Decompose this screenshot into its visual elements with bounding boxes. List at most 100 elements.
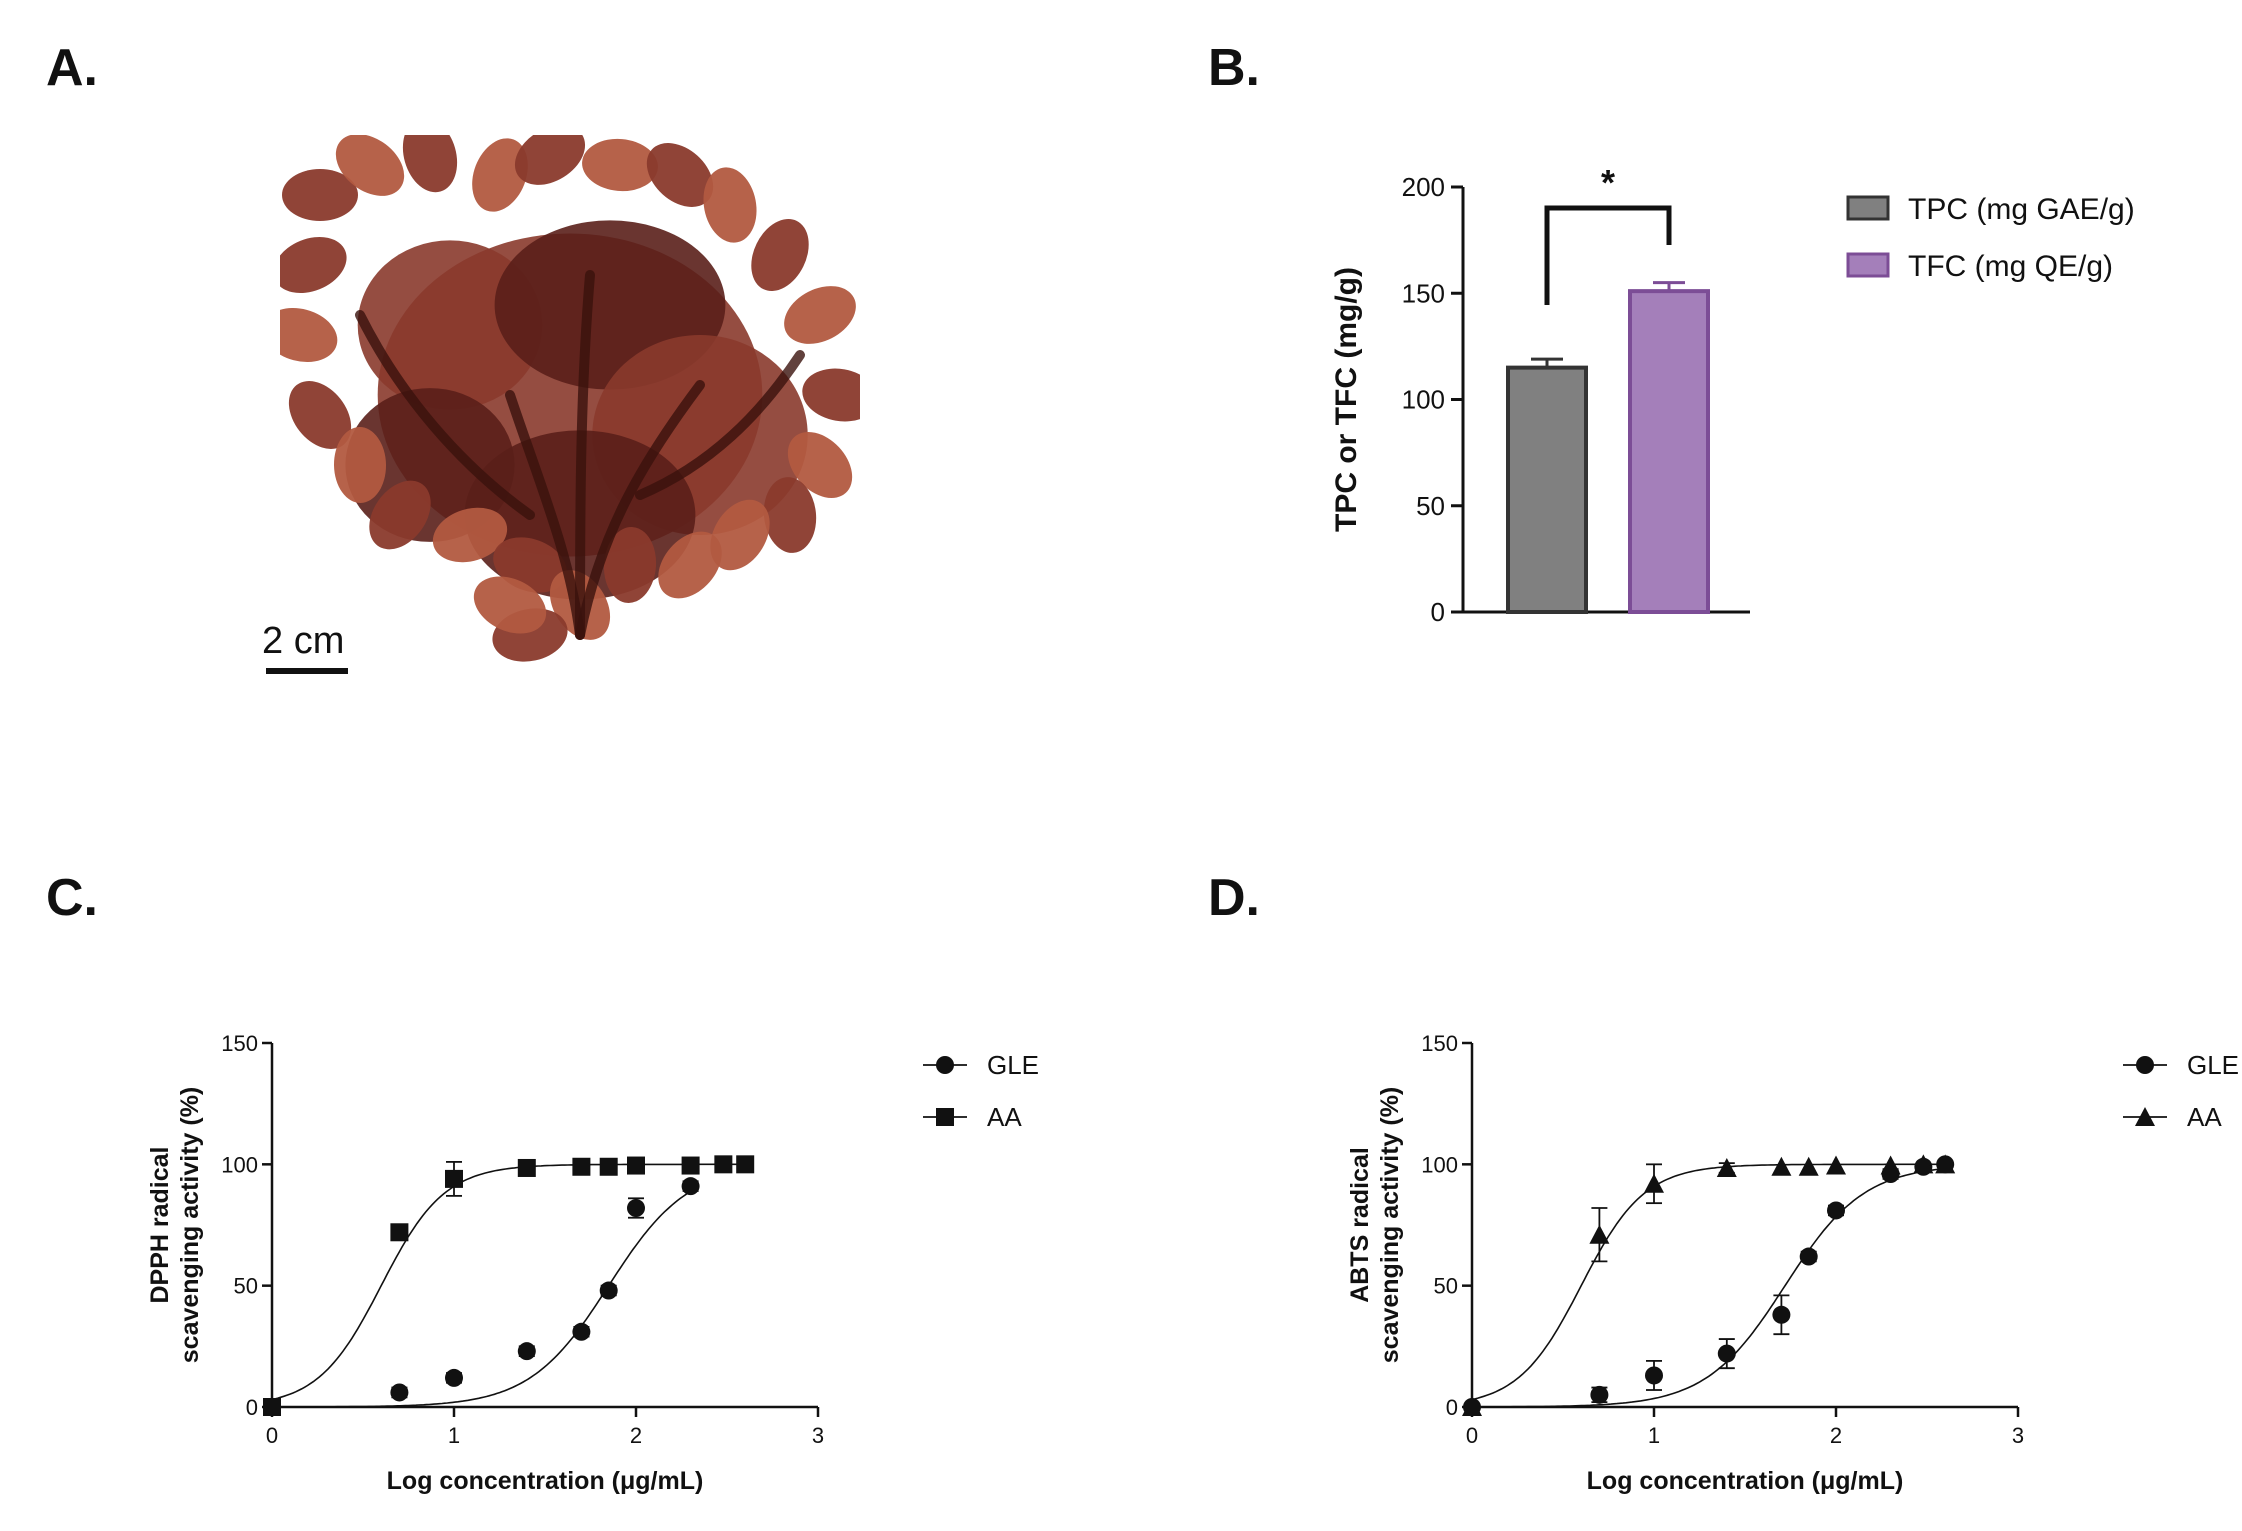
seaweed-lobe: [603, 527, 657, 603]
data-point-gle: [1717, 1344, 1736, 1363]
data-point-aa: [1644, 1173, 1664, 1193]
x-axis-title-d: Log concentration (μg/mL): [1587, 1467, 1904, 1495]
seaweed-lobe: [273, 237, 347, 293]
data-point-gle: [390, 1383, 409, 1402]
data-point-aa: [714, 1155, 733, 1174]
data-point-aa: [627, 1156, 645, 1175]
data-point-aa: [1880, 1155, 1901, 1175]
seaweed-stem: [575, 380, 705, 640]
y-tick-label-c: 50: [234, 1274, 258, 1299]
data-point-aa: [1826, 1155, 1846, 1175]
seaweed-lobe: [335, 134, 405, 196]
data-point-gle: [1827, 1201, 1845, 1220]
y-axis-title-line2-c: scavenging activity (%): [176, 1087, 204, 1363]
data-point-gle: [599, 1281, 618, 1300]
data-point-gle: [517, 1342, 536, 1361]
y-axis-title-line1-d: ABTS radical: [1346, 1147, 1374, 1303]
seaweed-lobe: [658, 531, 722, 599]
legend-label: GLE: [2187, 1050, 2239, 1080]
chart-c: 0 50 100 150 0 1 2 3 Log concentration (μg/mL) DP…: [146, 1031, 1039, 1495]
data-point-aa: [1798, 1156, 1819, 1176]
x-tick-label-c: 2: [630, 1423, 642, 1448]
data-point-aa: [681, 1156, 700, 1175]
data-point-aa: [1589, 1224, 1610, 1244]
y-tick-label-d: 150: [1421, 1031, 1458, 1056]
legend-swatch: [1846, 195, 1890, 221]
legend-marker: [2135, 1107, 2155, 1126]
data-point-aa: [390, 1223, 409, 1242]
seaweed-lobe: [582, 138, 658, 192]
y-axis-title-line2-d: scavenging activity (%): [1376, 1087, 1404, 1363]
data-point-aa: [1462, 1397, 1482, 1416]
x-tick-label-c: 1: [448, 1423, 460, 1448]
y-axis-title-b: TPC or TFC (mg/g): [1330, 267, 1363, 532]
chart-b: 0 50 100 150 200 TPC or TFC (mg/g) * TPC (mg GA…: [1330, 162, 2135, 627]
seaweed-lobe: [282, 169, 358, 221]
y-tick-label-b: 0: [1431, 597, 1445, 627]
bar-tpc: [1506, 365, 1588, 614]
data-point-aa: [599, 1157, 618, 1176]
seaweed-lobe: [472, 138, 528, 212]
seaweed-lobe: [787, 432, 853, 498]
y-axis-title-line1-c: DPPH radical: [146, 1146, 174, 1303]
panel-b-letter: B.: [1208, 39, 1260, 97]
y-tick-label-b: 100: [1402, 385, 1445, 415]
seaweed-lobe: [751, 218, 809, 292]
x-tick-label-c: 3: [812, 1423, 824, 1448]
panel-a-letter: A.: [46, 39, 98, 97]
seaweed-stem: [575, 270, 595, 640]
data-point-gle: [1799, 1247, 1818, 1266]
seaweed-stem: [635, 350, 805, 500]
seaweed-illustration: [262, 117, 878, 662]
x-tick-label-d: 2: [1830, 1423, 1842, 1448]
data-point-aa: [1771, 1156, 1792, 1176]
panel-c-letter: C.: [46, 869, 98, 927]
seaweed-lobe: [473, 576, 547, 634]
seaweed-lobe: [802, 368, 878, 422]
seaweed-lobe: [262, 308, 338, 362]
legend-label: TFC (mg QE/g): [1908, 250, 2113, 283]
panel-d-letter: D.: [1208, 869, 1260, 927]
seaweed-lobe: [288, 381, 352, 449]
data-point-aa: [263, 1398, 281, 1416]
legend-label: AA: [2187, 1102, 2222, 1132]
x-tick-label-d: 0: [1466, 1423, 1478, 1448]
data-point-aa: [572, 1157, 591, 1176]
seaweed-lobe: [763, 477, 817, 553]
data-point-aa: [736, 1155, 755, 1174]
seaweed-blob: [357, 240, 543, 410]
y-tick-label-d: 100: [1421, 1152, 1458, 1177]
seaweed-lobe: [703, 167, 757, 243]
legend-swatch: [1846, 252, 1890, 278]
significance-bracket: [1544, 205, 1672, 305]
seaweed-lobe: [514, 125, 586, 185]
x-tick-label-c: 0: [266, 1423, 278, 1448]
x-tick-label-d: 1: [1648, 1423, 1660, 1448]
x-tick-label-d: 3: [2012, 1423, 2024, 1448]
fit-curve-gle: [1472, 1167, 1946, 1408]
data-point-aa: [1935, 1154, 1956, 1174]
legend-marker: [936, 1056, 954, 1074]
significance-marker: *: [1601, 162, 1615, 203]
data-point-aa: [445, 1169, 463, 1188]
y-tick-label-c: 150: [221, 1031, 258, 1056]
data-point-gle: [1645, 1366, 1663, 1385]
data-point-aa: [517, 1158, 536, 1177]
data-point-gle: [445, 1368, 463, 1387]
y-tick-label-b: 50: [1416, 491, 1445, 521]
fit-curve-aa: [1471, 1163, 1946, 1401]
seaweed-lobe: [369, 480, 431, 550]
legend-label: TPC (mg GAE/g): [1908, 193, 2135, 226]
seaweed-fronds: [262, 117, 878, 662]
seaweed-stem: [355, 310, 535, 520]
data-point-gle: [681, 1177, 700, 1196]
y-tick-label-b: 150: [1402, 278, 1445, 308]
bar-tfc: [1628, 289, 1710, 614]
data-point-aa: [1913, 1154, 1934, 1174]
scale-bar: [266, 668, 348, 674]
scale-bar-label: 2 cm: [262, 620, 345, 662]
x-axis-title-c: Log concentration (μg/mL): [387, 1467, 704, 1495]
legend-marker: [2136, 1056, 2154, 1074]
chart-d: 0 50 100 150 0 1 2 3 Log concentration (μg/mL) AB…: [1346, 1031, 2239, 1495]
